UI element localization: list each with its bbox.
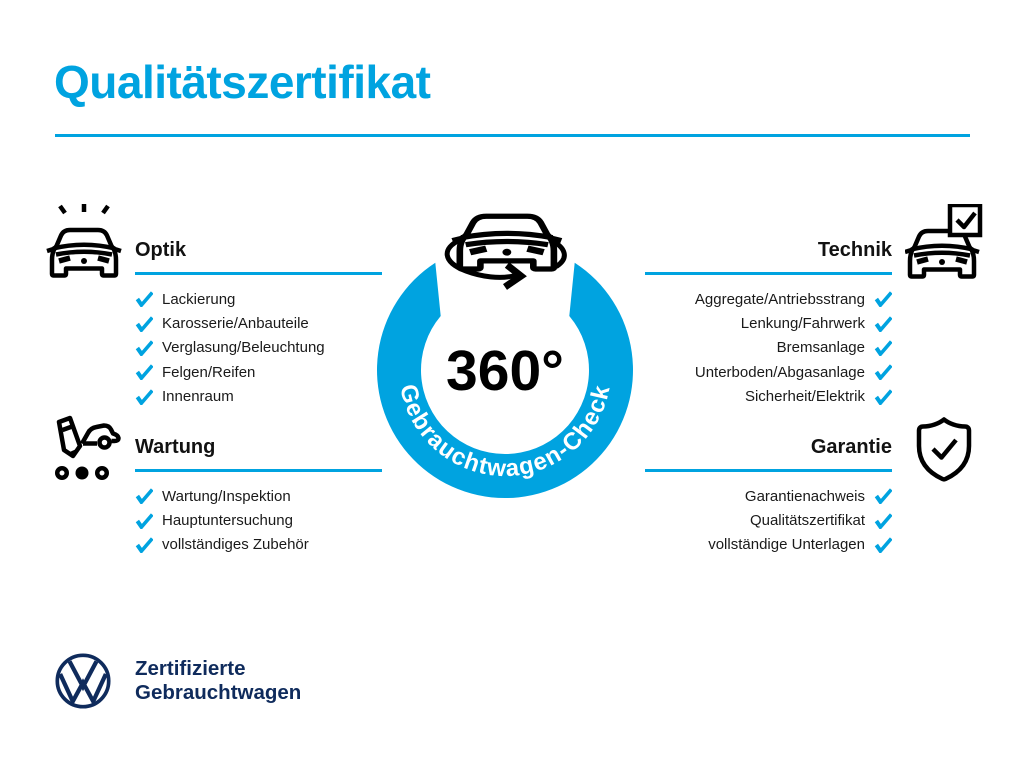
checklist-item: Lackierung <box>135 287 382 311</box>
title-rule <box>55 134 970 137</box>
checklist-item: Garantienachweis <box>645 484 892 508</box>
checklist-item: Felgen/Reifen <box>135 360 382 384</box>
section-optik: Optik Lackierung Karosserie/Anbauteile V… <box>135 239 382 409</box>
check-icon <box>874 537 892 553</box>
section-rule <box>645 469 892 472</box>
checklist-item: Karosserie/Anbauteile <box>135 311 382 335</box>
check-icon <box>135 340 153 356</box>
badge-360: Gebrauchtwagen-Check 360° <box>377 190 633 499</box>
checklist: Wartung/Inspektion Hauptuntersuchung vol… <box>135 484 382 557</box>
section-title: Wartung <box>135 436 216 458</box>
check-icon <box>135 537 153 553</box>
checklist-item: Unterboden/Abgasanlage <box>645 360 892 384</box>
page-title: Qualitätszertifikat <box>54 56 431 108</box>
checklist: Lackierung Karosserie/Anbauteile Verglas… <box>135 287 382 409</box>
check-icon <box>874 291 892 308</box>
checklist-item: Qualitätszertifikat <box>645 508 892 532</box>
vw-logo <box>55 653 111 709</box>
checklist-item: Sicherheit/Elektrik <box>645 385 892 409</box>
rotation-arrowhead-icon <box>503 262 527 290</box>
check-icon <box>135 389 153 405</box>
section-title: Technik <box>817 239 892 261</box>
brand-claim-line1: Zertifizierte <box>135 657 246 680</box>
checklist-item: Lenkung/Fahrwerk <box>645 311 892 335</box>
section-garantie: Garantie Garantienachweis Qualitätszerti… <box>645 436 892 557</box>
check-icon <box>135 364 153 381</box>
check-icon <box>874 340 892 356</box>
check-icon <box>874 389 892 405</box>
pencil-checklist-car-icon <box>55 415 121 480</box>
badge-ring <box>377 262 633 499</box>
checklist-item: Innenraum <box>135 385 382 409</box>
shiny-car-front-icon <box>45 204 123 281</box>
section-rule <box>135 469 382 472</box>
checklist-item: vollständiges Zubehör <box>135 533 382 557</box>
checklist: Aggregate/Antriebsstrang Lenkung/Fahrwer… <box>645 287 892 409</box>
check-icon <box>874 512 892 529</box>
section-title: Optik <box>135 239 187 261</box>
check-icon <box>874 488 892 505</box>
check-icon <box>135 291 153 308</box>
check-icon <box>135 488 153 505</box>
check-icon <box>874 364 892 381</box>
checklist-item: Aggregate/Antriebsstrang <box>645 287 892 311</box>
check-icon <box>874 315 892 332</box>
section-title: Garantie <box>810 436 892 458</box>
section-rule <box>645 272 892 275</box>
section-rule <box>135 272 382 275</box>
checklist: Garantienachweis Qualitätszertifikat vol… <box>645 484 892 557</box>
checklist-item: Hauptuntersuchung <box>135 508 382 532</box>
section-wartung: Wartung Wartung/Inspektion Hauptuntersuc… <box>135 436 382 557</box>
check-icon <box>135 512 153 529</box>
brand-claim: Zertifizierte Gebrauchtwagen <box>135 657 301 705</box>
shield-check-icon <box>916 417 972 482</box>
section-technik: Technik Aggregate/Antriebsstrang Lenkung… <box>645 239 892 409</box>
car-front-icon <box>452 216 561 269</box>
checklist-item: Bremsanlage <box>645 336 892 360</box>
checklist-item: Verglasung/Beleuchtung <box>135 336 382 360</box>
brand-claim-line2: Gebrauchtwagen <box>135 681 302 704</box>
checklist-item: Wartung/Inspektion <box>135 484 382 508</box>
badge-value: 360° <box>446 339 564 403</box>
checklist-item: vollständige Unterlagen <box>645 533 892 557</box>
check-icon <box>135 315 153 332</box>
car-front-checkbox-icon <box>905 204 983 282</box>
